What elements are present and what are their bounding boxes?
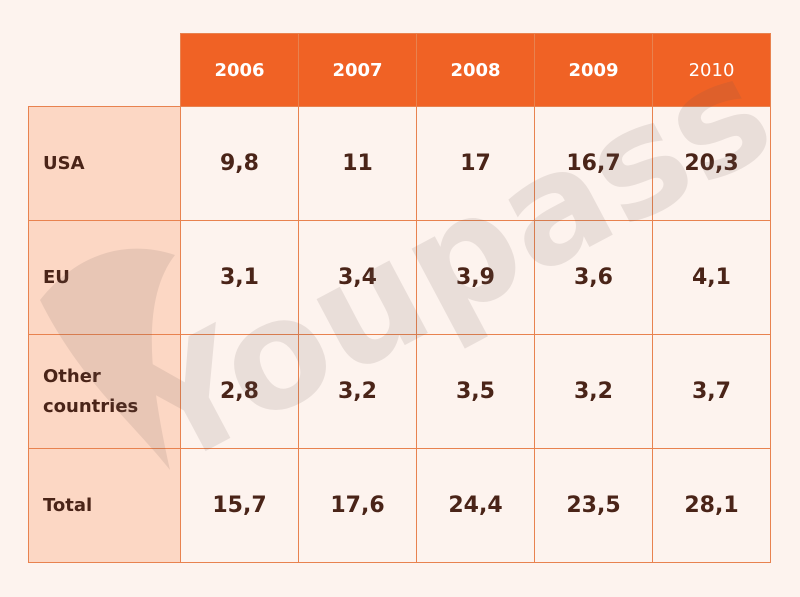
header-row: 2006 2007 2008 2009 2010 bbox=[29, 33, 771, 107]
data-table: 2006 2007 2008 2009 2010 USA 9,8 11 17 1… bbox=[28, 33, 771, 563]
row-label-total: Total bbox=[28, 448, 181, 563]
cell-value: 3,2 bbox=[298, 334, 417, 449]
cell-value: 3,6 bbox=[534, 220, 653, 335]
column-header-2007: 2007 bbox=[298, 33, 417, 107]
cell-value: 11 bbox=[298, 106, 417, 221]
cell-value: 23,5 bbox=[534, 448, 653, 563]
column-header-2009: 2009 bbox=[534, 33, 653, 107]
cell-value: 2,8 bbox=[180, 334, 299, 449]
cell-value: 16,7 bbox=[534, 106, 653, 221]
cell-value: 28,1 bbox=[652, 448, 771, 563]
cell-value: 3,1 bbox=[180, 220, 299, 335]
cell-value: 3,5 bbox=[416, 334, 535, 449]
cell-value: 4,1 bbox=[652, 220, 771, 335]
cell-value: 24,4 bbox=[416, 448, 535, 563]
corner-cell bbox=[29, 34, 181, 107]
cell-value: 3,4 bbox=[298, 220, 417, 335]
table-row: EU 3,1 3,4 3,9 3,6 4,1 bbox=[28, 220, 771, 335]
row-label-usa: USA bbox=[28, 106, 181, 221]
cell-value: 3,7 bbox=[652, 334, 771, 449]
table-row: Other countries 2,8 3,2 3,5 3,2 3,7 bbox=[28, 334, 771, 449]
table-row: USA 9,8 11 17 16,7 20,3 bbox=[28, 106, 771, 221]
cell-value: 3,2 bbox=[534, 334, 653, 449]
cell-value: 20,3 bbox=[652, 106, 771, 221]
cell-value: 3,9 bbox=[416, 220, 535, 335]
cell-value: 9,8 bbox=[180, 106, 299, 221]
row-label-eu: EU bbox=[28, 220, 181, 335]
column-header-2006: 2006 bbox=[180, 33, 299, 107]
cell-value: 17 bbox=[416, 106, 535, 221]
column-header-2010: 2010 bbox=[652, 33, 771, 107]
cell-value: 17,6 bbox=[298, 448, 417, 563]
cell-value: 15,7 bbox=[180, 448, 299, 563]
column-header-2008: 2008 bbox=[416, 33, 535, 107]
row-label-other-countries: Other countries bbox=[28, 334, 181, 449]
table-row: Total 15,7 17,6 24,4 23,5 28,1 bbox=[28, 448, 771, 563]
